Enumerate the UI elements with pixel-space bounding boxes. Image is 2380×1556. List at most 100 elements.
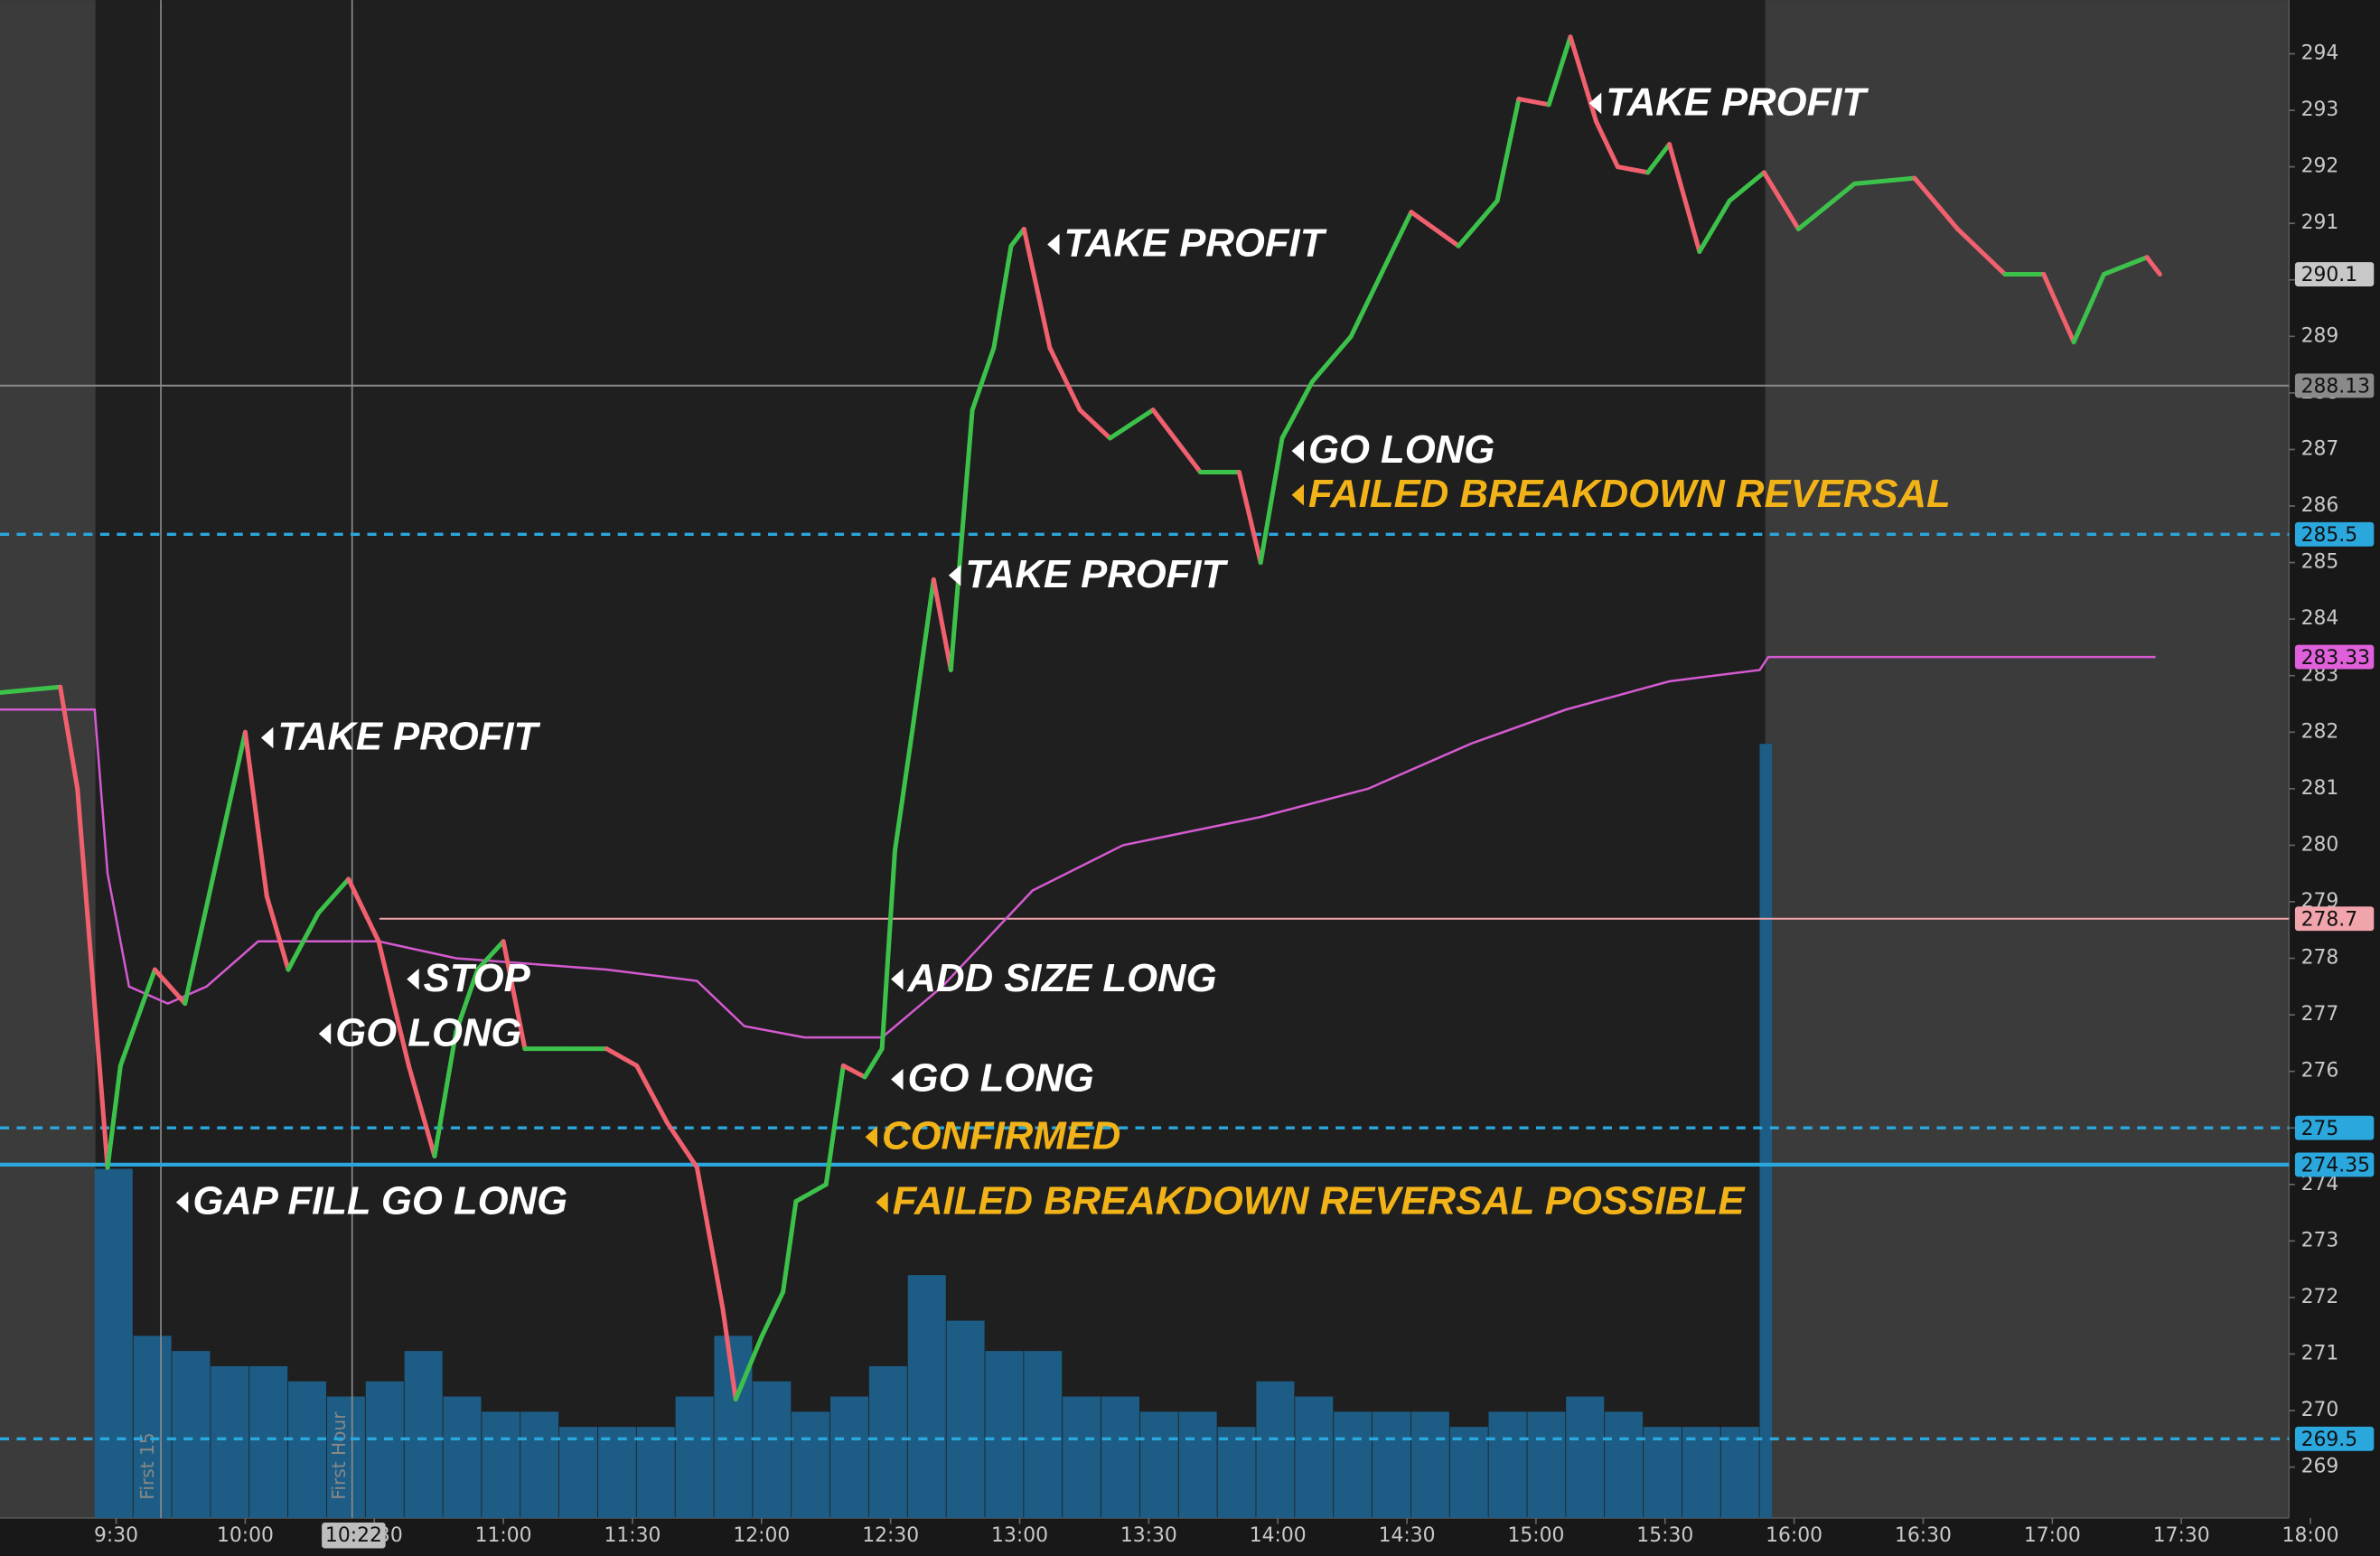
price-segment — [376, 939, 411, 1068]
y-tick-label: 291 — [2301, 211, 2339, 234]
y-tick-label: 271 — [2301, 1342, 2339, 1364]
volume-bar — [1372, 1411, 1410, 1518]
level-tag — [2294, 1115, 2375, 1140]
volume-bar — [1139, 1411, 1178, 1518]
price-segment — [1516, 97, 1551, 108]
premarket-region — [0, 0, 96, 1518]
price-segment — [892, 729, 914, 854]
level-tag — [2294, 644, 2375, 670]
price-segment — [720, 1306, 738, 1402]
level-tag — [2294, 373, 2375, 398]
price-segment — [1309, 333, 1354, 384]
level-tag — [2294, 1426, 2375, 1451]
price-segment — [664, 1120, 699, 1170]
level-label: 283.33 — [2301, 647, 2370, 670]
price-segment — [840, 1063, 867, 1080]
volume-bar — [946, 1320, 985, 1518]
y-tick-label: 269 — [2301, 1456, 2339, 1478]
annotation: GO LONG — [908, 1056, 1094, 1101]
afterhours-region — [1765, 0, 2290, 1518]
y-tick-label: 292 — [2301, 155, 2339, 178]
price-segment — [862, 1046, 885, 1080]
price-segment — [781, 1199, 799, 1295]
volume-bar — [172, 1351, 211, 1518]
annotation-arrow — [891, 1068, 904, 1091]
price-segment — [694, 1165, 726, 1311]
volume-bar — [326, 1396, 365, 1518]
annotation: TAKE PROFIT — [277, 715, 540, 759]
annotation-arrow — [1588, 92, 1602, 115]
annotation-arrow — [407, 968, 419, 990]
price-segment — [1348, 271, 1384, 339]
volume-bar — [1024, 1351, 1063, 1518]
volume-bar — [1256, 1381, 1295, 1518]
y-tick-label: 293 — [2301, 98, 2339, 121]
level-tag — [2294, 521, 2375, 547]
x-tick-label: 16:00 — [1766, 1524, 1822, 1547]
volume-bar — [1682, 1427, 1720, 1518]
annotation: GO LONG — [1308, 427, 1495, 472]
price-segment — [315, 876, 351, 916]
annotation-arrow — [318, 1023, 332, 1045]
price-segment — [1727, 170, 1766, 203]
level-label: 274.35 — [2301, 1155, 2370, 1177]
price-segment — [1645, 142, 1673, 175]
price-segment — [1378, 210, 1414, 277]
x-tick-label: 17:30 — [2153, 1524, 2210, 1547]
volume-bar — [482, 1411, 520, 1518]
price-segment — [264, 894, 291, 972]
volume-bar — [1063, 1396, 1101, 1518]
price-segment — [1594, 119, 1620, 170]
annotation-arrow — [1047, 233, 1060, 256]
volume-bar — [597, 1427, 636, 1518]
volume-bar — [675, 1396, 714, 1518]
price-segment — [948, 408, 975, 672]
price-segment — [0, 684, 63, 696]
volume-bar — [288, 1381, 327, 1518]
volume-bar — [1720, 1427, 1759, 1518]
y-tick-label: 285 — [2301, 551, 2339, 574]
volume-bar — [559, 1427, 598, 1518]
level-label: 288.13 — [2301, 375, 2370, 398]
level-label: 285.5 — [2301, 524, 2358, 547]
volume-bar — [1295, 1396, 1334, 1518]
marker-label: First 15 — [136, 1432, 158, 1499]
volume-bar — [1101, 1396, 1140, 1518]
price-segment — [432, 1029, 459, 1159]
session-region — [95, 0, 1766, 1518]
price-segment — [1667, 142, 1702, 255]
volume-bar — [1449, 1427, 1488, 1518]
x-tick-label: 18:00 — [2282, 1524, 2339, 1547]
level-tag — [2294, 1152, 2375, 1177]
y-tick-label: 276 — [2301, 1060, 2339, 1083]
annotation: GO LONG — [335, 1010, 521, 1055]
marker-label: First Hour — [328, 1411, 350, 1500]
volume-bar — [443, 1396, 482, 1518]
annotation-arrow — [1291, 440, 1304, 462]
x-tick-label: 17:00 — [2024, 1524, 2081, 1547]
annotation: FAILED BREAKDOWN REVERSAL — [1308, 472, 1951, 516]
price-segment — [2144, 255, 2162, 277]
annotation: GAP FILL GO LONG — [192, 1179, 567, 1223]
price-segment — [909, 576, 936, 735]
y-tick-label: 272 — [2301, 1286, 2339, 1308]
price-segment — [346, 876, 381, 944]
y-tick-label: 280 — [2301, 833, 2339, 856]
price-segment — [1955, 226, 2008, 277]
y-tick-label: 287 — [2301, 437, 2339, 460]
x-tick-label: 15:30 — [1636, 1524, 1693, 1547]
price-segment — [1697, 198, 1732, 255]
price-segment — [1568, 34, 1599, 125]
level-tag — [2294, 906, 2375, 932]
price-segment — [286, 910, 321, 972]
x-tick-label: 15:00 — [1507, 1524, 1564, 1547]
level-label: 290.1 — [2301, 264, 2358, 286]
volume-bar — [1605, 1411, 1644, 1518]
price-segment — [931, 576, 953, 672]
volume-bar — [792, 1411, 830, 1518]
price-segment — [793, 1182, 829, 1204]
price-segment — [970, 345, 997, 413]
price-segment — [1047, 345, 1082, 413]
annotation: ADD SIZE LONG — [907, 956, 1217, 1000]
price-segment — [1456, 198, 1500, 248]
